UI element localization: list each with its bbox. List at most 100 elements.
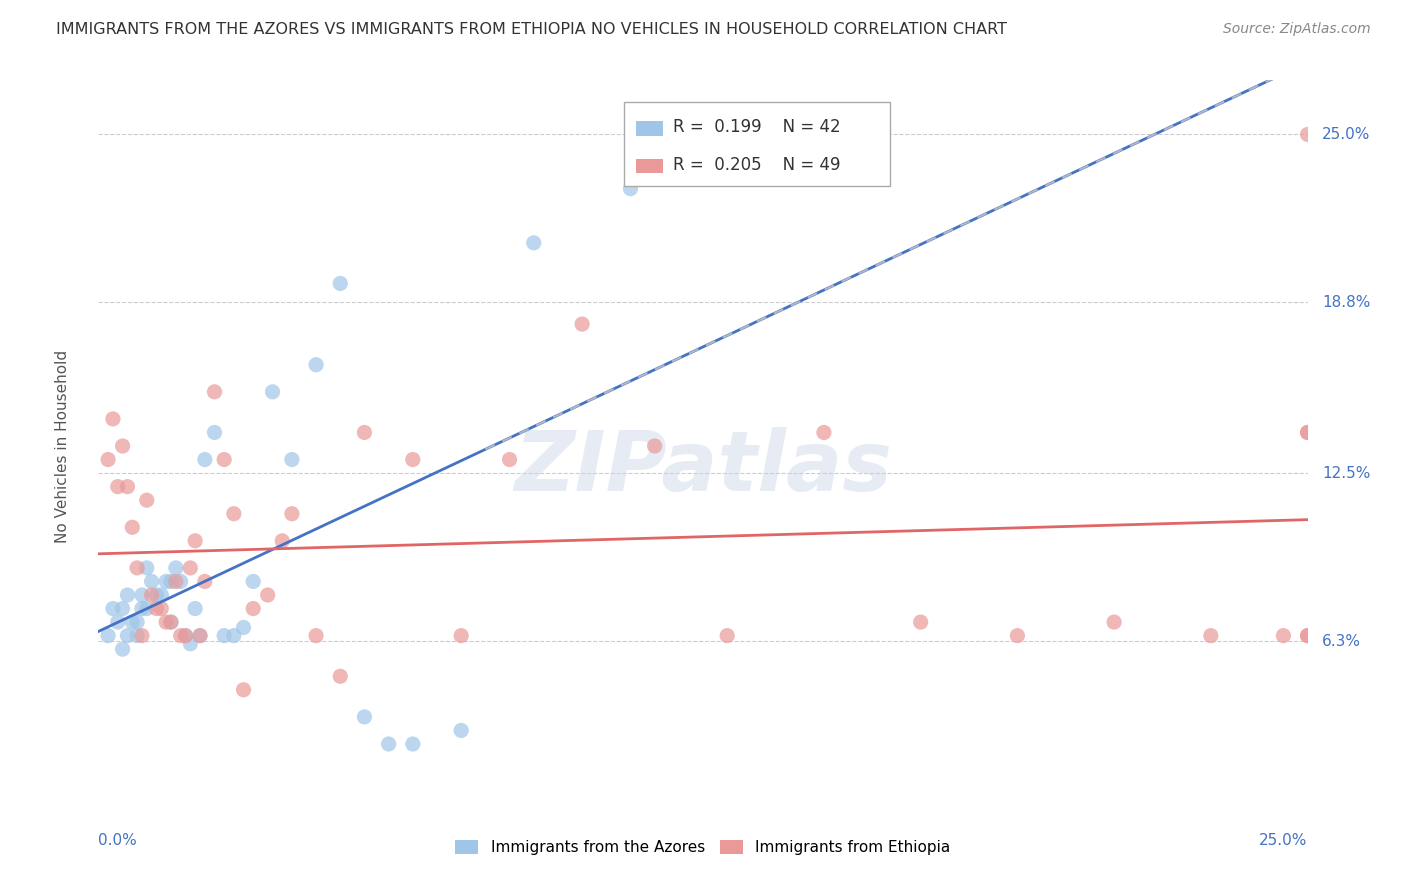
Point [121,520,143,534]
Point [111,439,134,453]
Point [131,601,153,615]
Text: IMMIGRANTS FROM THE AZORES VS IMMIGRANTS FROM ETHIOPIA NO VEHICLES IN HOUSEHOLD : IMMIGRANTS FROM THE AZORES VS IMMIGRANTS… [56,22,1007,37]
Point [271,533,294,548]
Point [141,588,163,602]
Point [127,629,149,643]
Point [135,493,157,508]
Point [174,629,197,643]
Point [571,317,593,331]
Point [135,561,157,575]
Point [256,588,278,602]
Point [402,737,425,751]
Point [212,629,235,643]
Point [131,588,153,602]
Point [353,710,375,724]
Point [194,452,217,467]
Point [165,561,187,575]
FancyBboxPatch shape [637,121,664,136]
Point [174,629,197,643]
Point [169,574,191,589]
Point [377,737,399,751]
Point [222,507,245,521]
Point [910,615,932,629]
Point [1102,615,1125,629]
Point [141,574,163,589]
Point [194,574,217,589]
Point [1296,425,1319,440]
Text: 12.5%: 12.5% [1322,466,1371,481]
Point [97,452,120,467]
Point [127,561,149,575]
Text: 25.0%: 25.0% [1260,833,1308,848]
Point [160,574,183,589]
Point [150,601,173,615]
Point [305,629,328,643]
Point [155,615,177,629]
Point [127,615,149,629]
Point [450,629,472,643]
Point [150,588,173,602]
Point [305,358,328,372]
FancyBboxPatch shape [624,103,890,186]
Text: R =  0.199    N = 42: R = 0.199 N = 42 [672,119,841,136]
Point [619,181,641,195]
Point [131,629,153,643]
Text: 6.3%: 6.3% [1322,633,1361,648]
Point [101,412,124,426]
Point [523,235,546,250]
Point [107,480,129,494]
Point [184,533,207,548]
Text: Source: ZipAtlas.com: Source: ZipAtlas.com [1223,22,1371,37]
Point [145,588,167,602]
Point [135,601,157,615]
Point [121,615,143,629]
Text: 25.0%: 25.0% [1322,127,1371,142]
Point [97,629,120,643]
Point [262,384,284,399]
Point [281,507,304,521]
Point [813,425,835,440]
Point [204,384,226,399]
Point [498,452,520,467]
Point [165,574,187,589]
Point [188,629,211,643]
Point [232,682,254,697]
FancyBboxPatch shape [637,159,664,173]
Point [1296,425,1319,440]
Point [155,574,177,589]
Point [450,723,472,738]
Point [232,620,254,634]
Point [281,452,304,467]
Point [222,629,245,643]
Point [160,615,183,629]
Point [212,452,235,467]
Point [1272,629,1295,643]
Point [353,425,375,440]
Point [402,452,425,467]
Point [329,277,352,291]
Point [160,615,183,629]
Text: 0.0%: 0.0% [98,833,138,848]
Point [242,601,264,615]
Legend: Immigrants from the Azores, Immigrants from Ethiopia: Immigrants from the Azores, Immigrants f… [456,840,950,855]
Point [111,601,134,615]
Point [179,637,201,651]
Point [204,425,226,440]
Point [1007,629,1029,643]
Point [716,629,738,643]
Text: R =  0.205    N = 49: R = 0.205 N = 49 [672,156,841,174]
Point [644,439,666,453]
Text: 18.8%: 18.8% [1322,295,1371,310]
Point [1296,128,1319,142]
Text: No Vehicles in Household: No Vehicles in Household [55,350,70,542]
Text: ZIPatlas: ZIPatlas [515,427,891,508]
Point [117,588,139,602]
Point [111,642,134,657]
Point [169,629,191,643]
Point [1296,629,1319,643]
Point [1199,629,1222,643]
Point [107,615,129,629]
Point [184,601,207,615]
Point [117,480,139,494]
Point [188,629,211,643]
